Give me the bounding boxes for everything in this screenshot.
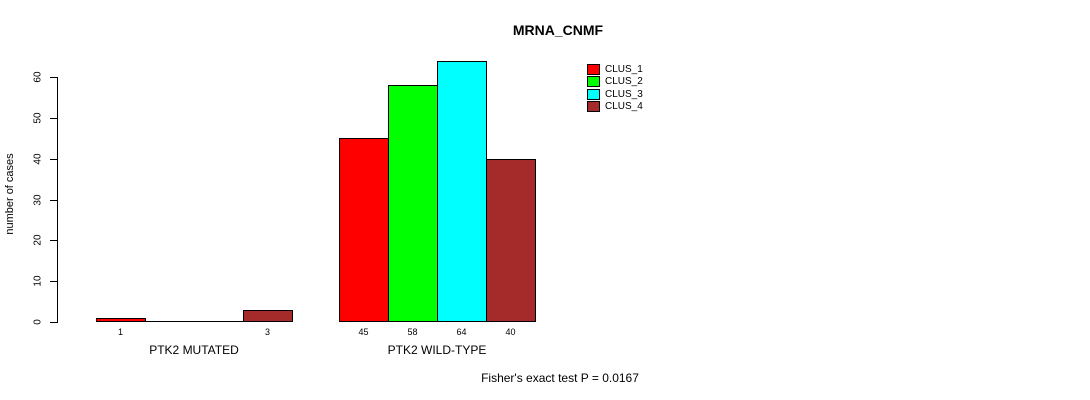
bar-clus-1-group1 bbox=[339, 138, 389, 322]
y-axis-line bbox=[57, 77, 58, 323]
legend-label: CLUS_4 bbox=[605, 101, 643, 113]
y-axis-label: number of cases bbox=[4, 153, 16, 235]
legend: CLUS_1 CLUS_2 CLUS_3 CLUS_4 bbox=[587, 63, 643, 113]
legend-label: CLUS_2 bbox=[605, 76, 643, 88]
y-tick bbox=[50, 77, 57, 78]
category-label: PTK2 MUTATED bbox=[149, 343, 239, 357]
legend-row: CLUS_3 bbox=[587, 88, 643, 101]
bar-clus-2-group1 bbox=[388, 85, 438, 322]
legend-row: CLUS_4 bbox=[587, 101, 643, 114]
y-tick-label: 10 bbox=[32, 275, 44, 287]
y-tick-label: 0 bbox=[32, 319, 44, 325]
bar-clus-4-group1 bbox=[486, 159, 536, 322]
bar-value-label: 58 bbox=[407, 327, 418, 337]
bar-clus-4-group0 bbox=[243, 310, 293, 322]
y-tick-label: 20 bbox=[32, 234, 44, 246]
legend-swatch-clus-1 bbox=[587, 63, 600, 75]
chart-title: MRNA_CNMF bbox=[512, 22, 604, 38]
bar-clus-2-group0-zero bbox=[145, 321, 195, 322]
legend-row: CLUS_1 bbox=[587, 63, 643, 76]
legend-label: CLUS_1 bbox=[605, 63, 643, 75]
legend-row: CLUS_2 bbox=[587, 76, 643, 89]
y-tick bbox=[50, 118, 57, 119]
y-tick bbox=[50, 281, 57, 282]
bar-value-label: 40 bbox=[505, 327, 516, 337]
legend-swatch-clus-3 bbox=[587, 88, 600, 100]
y-tick bbox=[50, 240, 57, 241]
bar-clus-3-group1 bbox=[437, 61, 487, 322]
legend-label: CLUS_3 bbox=[605, 88, 643, 100]
bar-value-label: 45 bbox=[358, 327, 369, 337]
legend-swatch-clus-2 bbox=[587, 76, 600, 88]
y-tick-label: 50 bbox=[32, 112, 44, 124]
y-tick bbox=[50, 322, 57, 323]
footnote: Fisher's exact test P = 0.0167 bbox=[481, 371, 639, 385]
y-tick-label: 60 bbox=[32, 71, 44, 83]
category-label: PTK2 WILD-TYPE bbox=[387, 343, 487, 357]
bar-value-label: 3 bbox=[264, 327, 271, 337]
bar-clus-3-group0-zero bbox=[194, 321, 244, 322]
y-tick bbox=[50, 200, 57, 201]
y-tick bbox=[50, 159, 57, 160]
bar-value-label: 64 bbox=[456, 327, 467, 337]
y-tick-label: 40 bbox=[32, 153, 44, 165]
legend-swatch-clus-4 bbox=[587, 101, 600, 113]
bar-value-label: 1 bbox=[117, 327, 124, 337]
y-tick-label: 30 bbox=[32, 194, 44, 206]
bar-clus-1-group0 bbox=[96, 318, 146, 322]
